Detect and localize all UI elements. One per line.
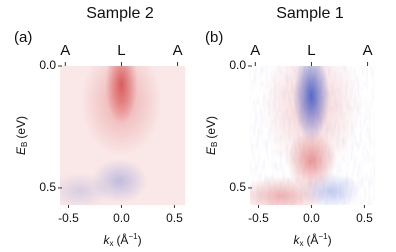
y-axis-label: EB (eV) xyxy=(204,116,219,155)
x-tick-label: 0.5 xyxy=(166,211,183,225)
symmetry-point-label: A xyxy=(60,42,70,59)
panel-title: Sample 1 xyxy=(276,5,344,22)
x-label-superscript: −1 xyxy=(128,232,138,241)
y-label-symbol: E xyxy=(204,146,218,155)
x-tick-label: 0.5 xyxy=(356,211,373,225)
x-label-unit: (Å xyxy=(116,232,128,247)
y-label-unit: (eV) xyxy=(204,116,218,139)
spectrum-image xyxy=(60,66,185,205)
x-axis-label: kx (Å−1) xyxy=(103,232,141,248)
symmetry-point-label: A xyxy=(250,42,260,59)
y-label-subscript: B xyxy=(210,142,219,147)
panel-title: Sample 2 xyxy=(86,5,154,22)
panel: Sample 2 (a) A L A 0.0 0.5 -0.5 0.0 0.5 EB (eV) kx (Å… xyxy=(14,5,185,248)
x-label-unit: ) xyxy=(138,233,142,247)
intensity-feature xyxy=(301,173,362,205)
symmetry-point-label: A xyxy=(363,42,373,59)
x-label-symbol: k xyxy=(293,233,300,247)
y-axis-label: EB (eV) xyxy=(14,116,29,155)
panel-label: (a) xyxy=(14,29,32,46)
x-label-unit: (Å xyxy=(306,232,318,247)
x-tick-label: -0.5 xyxy=(248,211,269,225)
y-tick-label: 0.5 xyxy=(39,180,56,194)
y-label-symbol: E xyxy=(14,146,28,155)
x-tick-label: 0.0 xyxy=(113,211,130,225)
x-tick-label: -0.5 xyxy=(58,211,79,225)
x-label-subscript: x xyxy=(299,239,303,248)
x-label-subscript: x xyxy=(109,239,113,248)
intensity-feature xyxy=(293,66,330,141)
symmetry-point-label: A xyxy=(173,42,183,59)
symmetry-point-label: L xyxy=(307,42,315,59)
x-label-symbol: k xyxy=(103,233,110,247)
intensity-feature xyxy=(105,66,138,124)
y-tick-label: 0.0 xyxy=(229,58,246,72)
y-tick-label: 0.0 xyxy=(39,58,56,72)
panel-label: (b) xyxy=(205,29,223,46)
panel: Sample 1 (b) A L A 0.0 0.5 -0.5 0.0 0.5 EB (eV) kx (Å… xyxy=(204,5,375,248)
spectrum-image xyxy=(250,66,375,205)
y-label-unit: (eV) xyxy=(14,116,28,139)
y-tick-label: 0.5 xyxy=(229,180,246,194)
x-axis-label: kx (Å−1) xyxy=(293,232,331,248)
x-tick-label: 0.0 xyxy=(303,211,320,225)
intensity-feature xyxy=(60,173,110,205)
symmetry-point-label: L xyxy=(117,42,125,59)
x-label-superscript: −1 xyxy=(318,232,328,241)
x-label-unit: ) xyxy=(328,233,332,247)
y-label-subscript: B xyxy=(20,142,29,147)
